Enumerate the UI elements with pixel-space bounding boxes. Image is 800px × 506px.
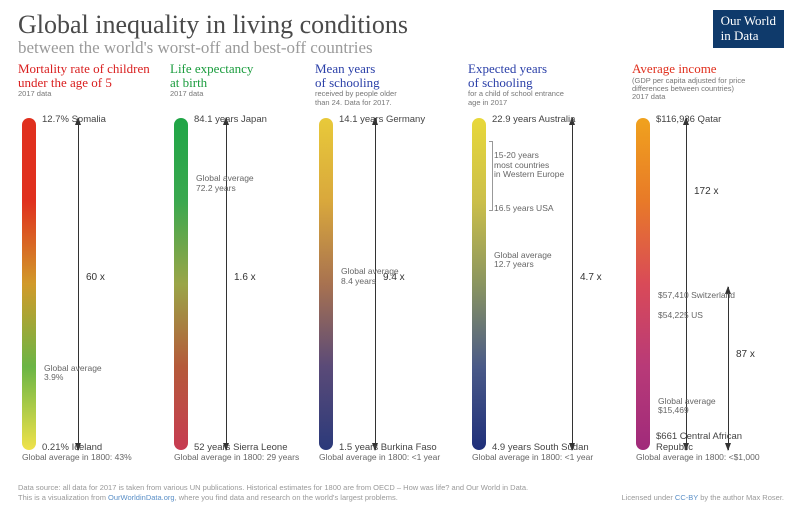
bar-wrap-life_exp: 1.6 x84.1 years Japan52 years Sierra Leo… [170,118,308,450]
header: Global inequality in living conditions b… [0,0,800,62]
column-exp_school: Expected yearsof schoolingfor a child of… [468,62,626,462]
ratio-arrow-life_exp-0 [226,118,227,450]
bottom-label-income: $661 Central AfricanRepublic [656,432,742,453]
annotation-exp_school-0: 15-20 yearsmost countriesin Western Euro… [494,151,564,179]
annotation-exp_school-1: 16.5 years USA [494,204,554,213]
bar-wrap-mortality: 60 x12.7% Somalia0.21% IcelandGlobal ave… [18,118,168,450]
ga1800-life_exp: Global average in 1800: 29 years [174,452,299,462]
logo-line2: in Data [721,29,776,44]
ratio-label-mortality-0: 60 x [84,271,107,284]
ga1800-mean_school: Global average in 1800: <1 year [319,452,440,462]
col-title-income: Average income [632,62,792,76]
page-subtitle: between the world's worst-off and best-o… [18,38,782,58]
column-income: Average income(GDP per capita adjusted f… [632,62,792,462]
ratio-arrow-mortality-0 [78,118,79,450]
ratio-label-income-1: 87 x [734,348,757,361]
chart-area: Mortality rate of children under the age… [0,62,800,462]
gradient-bar-life_exp [174,118,188,450]
column-mean_school: Mean yearsof schoolingreceived by people… [315,62,463,462]
bar-wrap-exp_school: 4.7 x22.9 years Australia4.9 years South… [468,118,626,450]
annotation-income-2: Global average$15,469 [658,397,716,416]
col-sub-mean_school: received by people olderthan 24. Data fo… [315,90,463,107]
bar-wrap-mean_school: 9.4 x14.1 years Germany1.5 years Burkina… [315,118,463,450]
col-sub-income: (GDP per capita adjusted for pricediffer… [632,77,792,102]
annotation-mortality-0: Global average3.9% [44,364,102,383]
col-title-exp_school: Expected yearsof schooling [468,62,626,89]
footer: Data source: all data for 2017 is taken … [18,483,784,502]
footer-license: Licensed under CC-BY by the author Max R… [622,493,784,502]
ratio-label-life_exp-0: 1.6 x [232,271,258,284]
column-life_exp: Life expectancyat birth2017 data 1.6 x 84.… [170,62,308,462]
owid-logo: Our World in Data [713,10,784,48]
top-label-income: $116,936 Qatar [656,115,721,125]
annotation-exp_school-2: Global average12.7 years [494,251,552,270]
gradient-bar-income [636,118,650,450]
top-label-mean_school: 14.1 years Germany [339,115,425,125]
license-link[interactable]: CC-BY [675,493,698,502]
ga1800-mortality: Global average in 1800: 43% [22,452,132,462]
annotation-income-0: $57,410 Switzerland [658,291,735,300]
annotation-income-1: $54,225 US [658,311,703,320]
col-sub-exp_school: for a child of school entranceage in 201… [468,90,626,107]
bar-wrap-income: 172 x 87 x $116,936 Qatar $661 Central Afri… [632,118,792,450]
ratio-label-exp_school-0: 4.7 x [578,271,604,284]
gradient-bar-mean_school [319,118,333,450]
logo-line1: Our World [721,14,776,29]
page-title: Global inequality in living conditions [18,10,782,40]
ga1800-exp_school: Global average in 1800: <1 year [472,452,593,462]
col-title-life_exp: Life expectancyat birth [170,62,308,89]
top-label-life_exp: 84.1 years Japan [194,115,267,125]
col-sub-mortality: 2017 data [18,90,168,98]
ratio-label-income-0: 172 x [692,185,720,198]
column-mortality: Mortality rate of children under the age… [18,62,168,462]
annotation-life_exp-0: Global average72.2 years [196,174,254,193]
col-sub-life_exp: 2017 data [170,90,308,98]
col-title-mean_school: Mean yearsof schooling [315,62,463,89]
owid-link[interactable]: OurWorldinData.org [108,493,175,502]
ga1800-income: Global average in 1800: <$1,000 [636,452,760,462]
ratio-arrow-income-1 [728,287,729,450]
footer-source: Data source: all data for 2017 is taken … [18,483,784,492]
bracket-exp_school-0 [489,141,493,211]
gradient-bar-exp_school [472,118,486,450]
annotation-mean_school-0: Global average8.4 years [341,267,399,286]
gradient-bar-mortality [22,118,36,450]
col-title-mortality: Mortality rate of children under the age… [18,62,168,89]
top-label-exp_school: 22.9 years Australia [492,115,575,125]
top-label-mortality: 12.7% Somalia [42,115,106,125]
ratio-arrow-exp_school-0 [572,118,573,450]
